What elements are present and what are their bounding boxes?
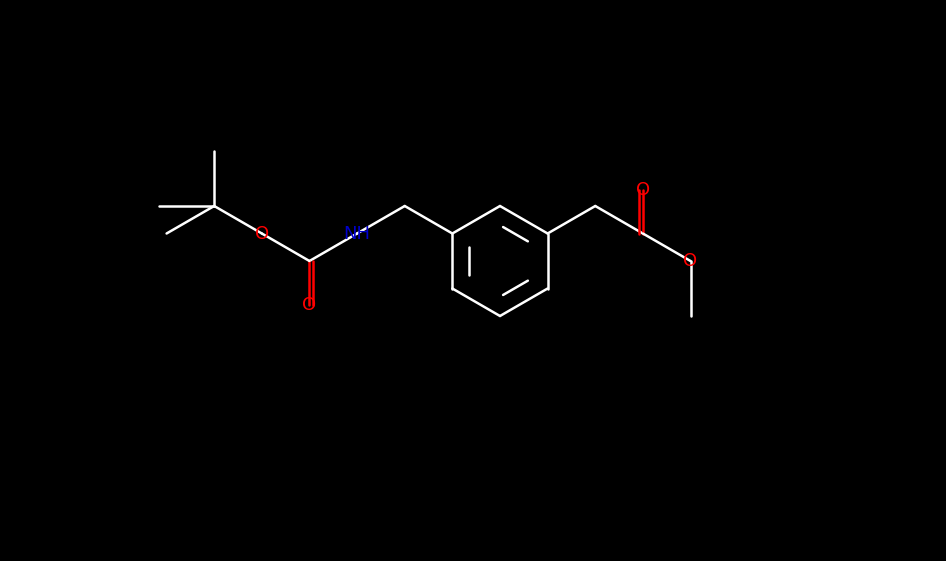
Text: NH: NH <box>343 224 371 242</box>
Text: O: O <box>254 224 269 242</box>
Text: O: O <box>636 181 650 199</box>
Text: O: O <box>303 296 317 314</box>
Text: O: O <box>683 252 697 270</box>
